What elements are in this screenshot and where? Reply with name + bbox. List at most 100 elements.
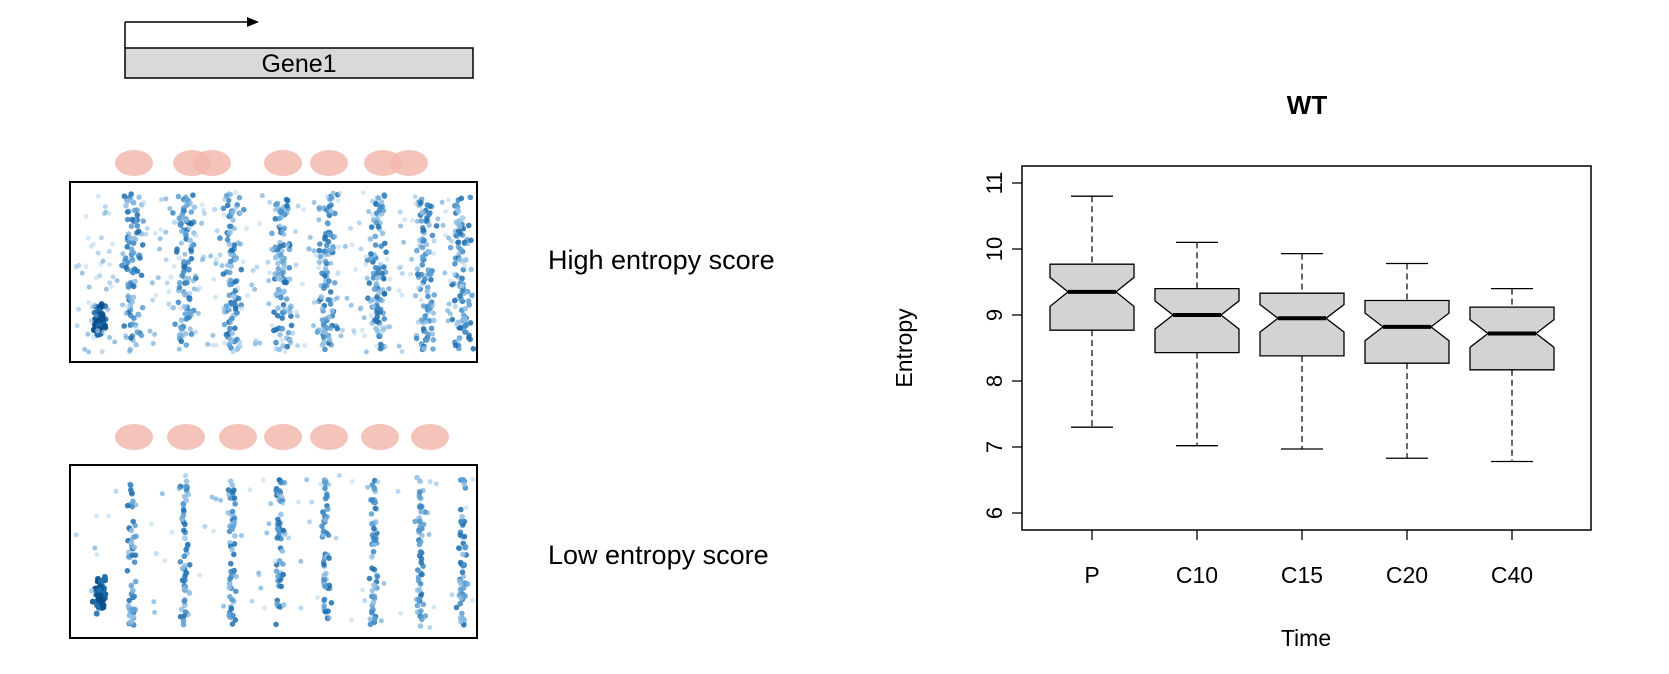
- read-dot: [134, 329, 141, 335]
- read-dot: [101, 573, 108, 580]
- nucleosomes-high-entropy: [115, 150, 428, 176]
- read-dot: [376, 207, 383, 213]
- read-dot: [231, 495, 238, 501]
- read-dot: [324, 207, 330, 213]
- read-dot: [348, 302, 354, 308]
- read-dot: [417, 623, 424, 629]
- read-dot: [420, 227, 427, 234]
- read-dot: [419, 244, 426, 251]
- read-dot: [327, 325, 334, 332]
- read-dot: [461, 533, 468, 540]
- read-dot: [296, 499, 301, 505]
- read-dot: [280, 500, 286, 506]
- read-dot: [396, 343, 402, 349]
- read-dot: [422, 613, 429, 619]
- read-dot: [221, 212, 227, 218]
- read-dot: [366, 280, 373, 286]
- read-dot: [316, 217, 322, 223]
- read-dot: [275, 573, 281, 580]
- read-dot: [153, 292, 159, 298]
- read-dot: [374, 305, 381, 312]
- read-dot: [272, 558, 278, 564]
- read-dot: [202, 524, 208, 529]
- read-dot: [467, 194, 474, 201]
- read-dot: [418, 608, 424, 614]
- read-dot: [256, 572, 262, 578]
- read-dot: [449, 592, 455, 598]
- read-dot: [318, 327, 324, 333]
- high-entropy-label: High entropy score: [548, 245, 775, 275]
- read-dot: [112, 339, 118, 345]
- read-dot: [277, 332, 283, 338]
- low-entropy-panel-frame: [69, 464, 478, 639]
- read-dot: [131, 315, 137, 321]
- read-dot: [398, 610, 404, 616]
- read-dot: [221, 305, 227, 311]
- read-dot: [253, 338, 259, 344]
- nucleosome: [115, 150, 153, 176]
- read-dot: [353, 267, 359, 272]
- read-dot: [213, 261, 219, 267]
- read-dot: [280, 602, 287, 608]
- read-dot: [85, 331, 91, 337]
- read-dot: [208, 253, 214, 259]
- read-dot: [178, 228, 185, 235]
- read-dot: [426, 222, 432, 228]
- plot-frame: [1021, 165, 1592, 531]
- read-dot: [378, 322, 384, 328]
- read-dot: [122, 255, 129, 261]
- read-dot: [370, 599, 377, 606]
- read-dot: [164, 280, 170, 286]
- read-dot: [401, 239, 407, 245]
- read-dot: [283, 296, 290, 302]
- read-dot: [273, 621, 279, 628]
- read-dot: [402, 217, 408, 223]
- read-dot: [138, 272, 145, 279]
- read-dot: [415, 218, 420, 224]
- read-dot: [89, 304, 95, 310]
- read-dot: [365, 484, 371, 490]
- read-dot: [158, 227, 164, 233]
- read-dot: [468, 237, 474, 244]
- read-dot: [233, 205, 239, 211]
- read-dot: [416, 489, 423, 495]
- read-dot: [132, 278, 138, 285]
- read-dot: [166, 289, 172, 295]
- read-dot: [141, 199, 147, 205]
- read-dot: [257, 340, 263, 346]
- read-dot: [101, 211, 107, 217]
- read-dot: [175, 193, 182, 200]
- read-dot: [123, 311, 129, 316]
- read-dot: [225, 231, 231, 237]
- read-dot: [129, 490, 135, 497]
- read-dot: [235, 285, 241, 291]
- read-dot: [188, 243, 194, 249]
- read-dot: [139, 304, 146, 311]
- read-dot: [176, 346, 182, 352]
- read-dot: [197, 572, 203, 578]
- read-dot: [168, 274, 174, 280]
- read-dot: [384, 256, 390, 262]
- read-dot: [209, 342, 215, 348]
- x-tick-label: C15: [1281, 562, 1323, 588]
- read-dot: [431, 292, 438, 298]
- read-dot: [421, 238, 427, 244]
- read-dot: [269, 230, 275, 237]
- read-dot: [373, 325, 379, 332]
- read-dot: [417, 494, 423, 501]
- read-dot: [182, 602, 188, 608]
- nucleosomes-low-entropy: [115, 424, 449, 450]
- read-dot: [412, 293, 419, 299]
- read-dot: [457, 293, 463, 299]
- read-dot: [342, 243, 348, 249]
- read-dot: [124, 568, 131, 574]
- read-dot: [282, 349, 288, 355]
- read-dot: [133, 341, 139, 348]
- read-dot: [440, 222, 446, 228]
- read-dot: [326, 336, 333, 343]
- read-dot: [412, 518, 418, 525]
- read-dot: [422, 276, 428, 283]
- read-dot: [369, 587, 376, 594]
- read-dot: [363, 349, 369, 355]
- read-dot: [275, 305, 281, 311]
